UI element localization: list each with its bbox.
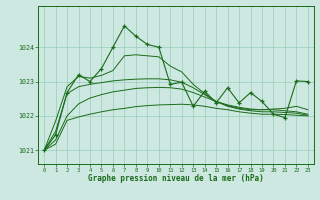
X-axis label: Graphe pression niveau de la mer (hPa): Graphe pression niveau de la mer (hPa) [88,174,264,183]
